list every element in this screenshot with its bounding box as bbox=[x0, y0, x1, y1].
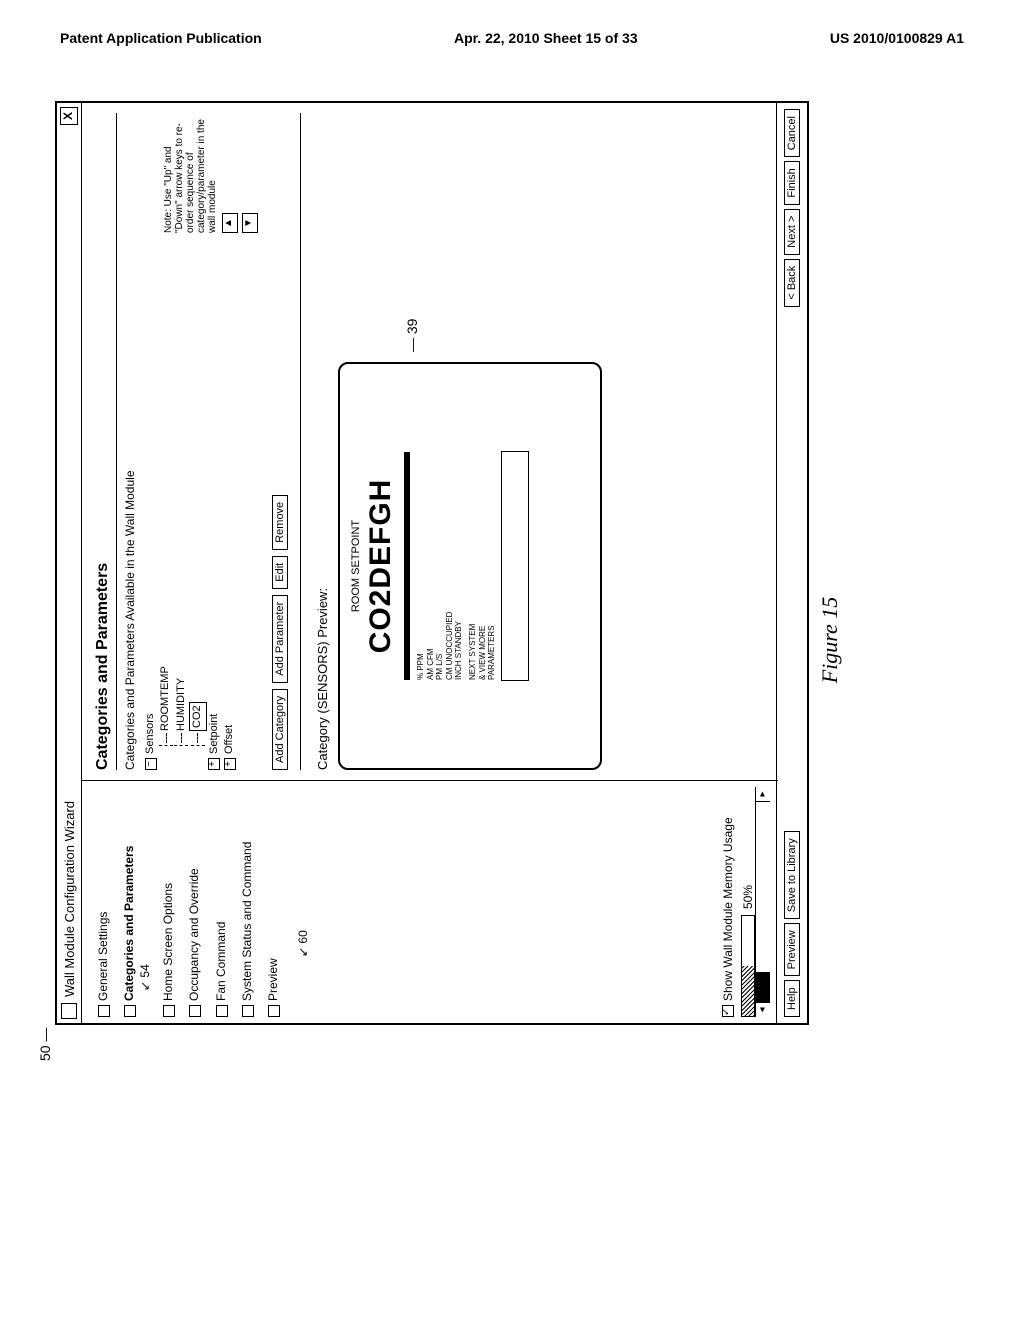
memory-usage-checkbox[interactable]: Show Wall Module Memory Usage bbox=[721, 787, 735, 1017]
callout-39: — 39 bbox=[404, 319, 420, 352]
hdr-center: Apr. 22, 2010 Sheet 15 of 33 bbox=[454, 30, 638, 46]
nav-general-settings[interactable]: General Settings bbox=[96, 787, 110, 1017]
arrow-down-button[interactable]: ▼ bbox=[242, 213, 258, 233]
device-preview: ROOM SETPOINT CO2DEFGH % PPM AM CFM PM L… bbox=[338, 362, 602, 770]
hdr-left: Patent Application Publication bbox=[60, 30, 262, 46]
reorder-note: Note: Use "Up" and "Down" arrow keys to … bbox=[163, 113, 262, 233]
nav-categories-parameters[interactable]: Categories and Parameters ↙ 54 bbox=[122, 787, 136, 1017]
add-category-button[interactable]: Add Category bbox=[272, 689, 288, 770]
scroll-right-icon: ▸ bbox=[756, 787, 770, 802]
device-next: NEXT SYSTEM & VIEW MORE PARAMETERS bbox=[468, 452, 497, 680]
window-title: Wall Module Configuration Wizard bbox=[62, 801, 77, 997]
figure-area: 50 — Wall Module Configuration Wizard X … bbox=[55, 255, 975, 1025]
nav-fan-command[interactable]: Fan Command bbox=[214, 787, 228, 1017]
main-panel: Categories and Parameters Categories and… bbox=[82, 103, 778, 780]
device-blank-area bbox=[501, 451, 529, 681]
config-wizard-window: Wall Module Configuration Wizard X Gener… bbox=[55, 101, 809, 1025]
callout-54: ↙ 54 bbox=[138, 964, 152, 991]
back-button[interactable]: < Back bbox=[784, 259, 800, 307]
cancel-button[interactable]: Cancel bbox=[784, 109, 800, 157]
help-button[interactable]: Help bbox=[784, 980, 800, 1017]
expand-icon: + bbox=[208, 758, 220, 770]
arrow-up-button[interactable]: ▲ bbox=[222, 213, 238, 233]
remove-button[interactable]: Remove bbox=[272, 495, 288, 550]
edit-button[interactable]: Edit bbox=[272, 556, 288, 589]
nav-preview[interactable]: Preview ↙ 60 bbox=[266, 787, 280, 1017]
nav-occupancy[interactable]: Occupancy and Override bbox=[187, 787, 201, 1017]
main-subheading: Categories and Parameters Available in t… bbox=[123, 113, 137, 770]
expand-icon: − bbox=[145, 758, 157, 770]
wizard-footer: Help Preview Save to Library < Back Next… bbox=[776, 103, 807, 1023]
app-icon bbox=[61, 1003, 77, 1019]
close-icon[interactable]: X bbox=[60, 107, 78, 125]
preview-title: Category (SENSORS) Preview: bbox=[315, 113, 330, 770]
next-button[interactable]: Next > bbox=[784, 209, 800, 255]
nav-home-screen[interactable]: Home Screen Options bbox=[161, 787, 175, 1017]
checkbox-icon bbox=[722, 1005, 734, 1017]
add-parameter-button[interactable]: Add Parameter bbox=[272, 595, 288, 683]
save-library-button[interactable]: Save to Library bbox=[784, 831, 800, 919]
room-label: ROOM SETPOINT bbox=[350, 376, 362, 756]
hdr-right: US 2010/0100829 A1 bbox=[830, 30, 964, 46]
wizard-sidebar: General Settings Categories and Paramete… bbox=[82, 780, 778, 1023]
category-tree[interactable]: −Sensors ROOMTEMP HUMIDITY CO2 +Setpoint… bbox=[143, 510, 262, 770]
finish-button[interactable]: Finish bbox=[784, 161, 800, 204]
memory-bar: 50% bbox=[741, 787, 755, 1017]
action-buttons: Add Category Add Parameter Edit Remove bbox=[272, 113, 288, 770]
preview-button[interactable]: Preview bbox=[784, 923, 800, 976]
expand-icon: + bbox=[224, 758, 236, 770]
scroll-left-icon: ◂ bbox=[756, 1002, 770, 1017]
callout-50: 50 — bbox=[37, 1028, 53, 1061]
device-big-text: CO2DEFGH bbox=[364, 376, 398, 756]
memory-pct: 50% bbox=[741, 885, 755, 909]
main-heading: Categories and Parameters bbox=[94, 113, 112, 770]
callout-60: ↙ 60 bbox=[296, 930, 310, 957]
memory-label: Show Wall Module Memory Usage bbox=[721, 817, 735, 1001]
device-units: % PPM AM CFM PM L/S CM UNOCCUPIED INCH S… bbox=[416, 452, 464, 680]
page-header: Patent Application Publication Apr. 22, … bbox=[0, 0, 1024, 56]
sidebar-scrollbar[interactable]: ◂ ▸ bbox=[755, 787, 770, 1017]
figure-caption: Figure 15 bbox=[817, 255, 843, 1025]
titlebar: Wall Module Configuration Wizard X bbox=[57, 103, 82, 1023]
nav-system-status[interactable]: System Status and Command bbox=[240, 787, 254, 1017]
